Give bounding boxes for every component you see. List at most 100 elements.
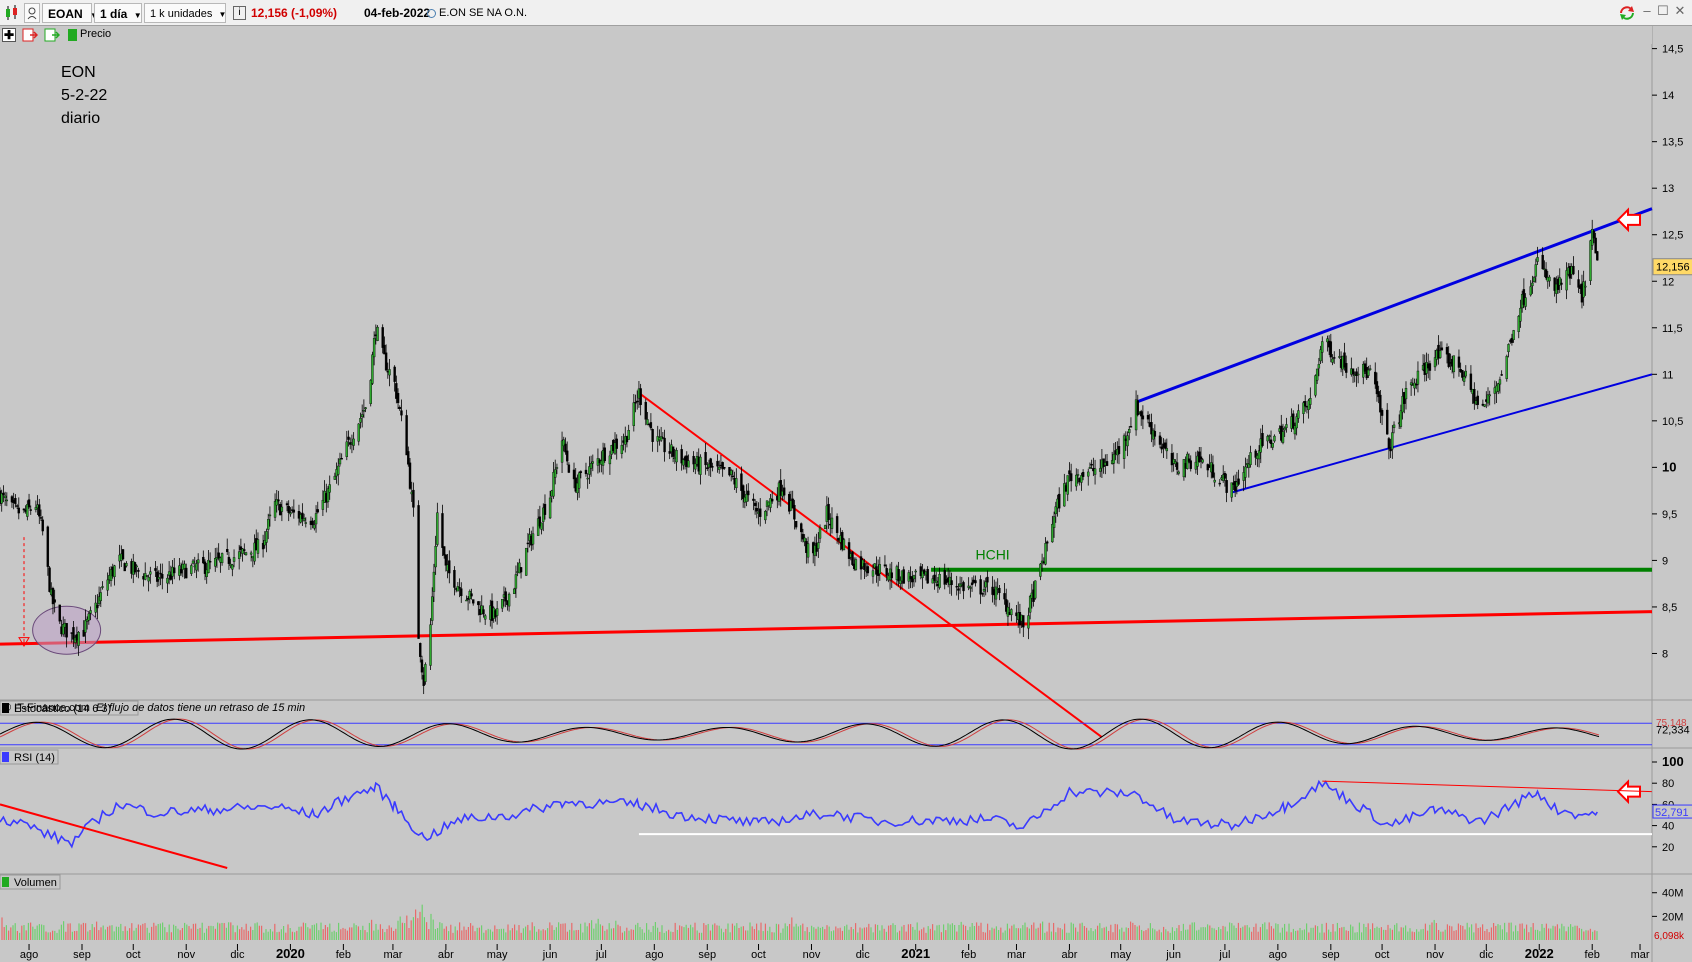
candle-body — [1321, 341, 1324, 353]
candle-body — [1199, 456, 1203, 460]
candle-body — [1415, 383, 1418, 386]
overlays-layer — [0, 207, 1653, 869]
trendline — [0, 610, 1653, 646]
candle-body — [1584, 285, 1587, 288]
candle-body — [412, 489, 415, 508]
candle-body — [1596, 251, 1599, 261]
candle-body — [526, 542, 530, 545]
y-tick-label: 9 — [1662, 555, 1668, 567]
instrument-selector-icon[interactable] — [24, 3, 40, 23]
candle-body — [39, 517, 43, 519]
candle-body — [1160, 446, 1163, 450]
y-tick-label: 10 — [1662, 459, 1676, 474]
candle-body — [974, 580, 977, 584]
candle-body — [827, 503, 830, 521]
refresh-icon[interactable] — [1618, 4, 1636, 22]
stochastic-line — [0, 718, 1600, 750]
candle-body — [275, 499, 278, 506]
candle-body — [1223, 473, 1227, 479]
candle-body — [261, 542, 265, 550]
candle-body — [121, 549, 125, 560]
export-red-icon[interactable] — [22, 28, 39, 42]
candle-body — [314, 513, 318, 525]
candle-body — [986, 576, 989, 583]
candle-body — [1128, 429, 1131, 434]
add-icon[interactable]: ✚ — [2, 28, 16, 42]
candle-body — [769, 498, 772, 508]
x-tick-label: sep — [1322, 949, 1340, 961]
export-green-icon[interactable] — [44, 28, 61, 42]
candle-body — [304, 522, 307, 524]
candle-body — [1377, 391, 1380, 398]
candle-chart-icon[interactable] — [4, 4, 20, 22]
minimize-icon[interactable]: – — [1643, 3, 1651, 18]
candle-body — [718, 466, 721, 470]
candle-body — [106, 579, 109, 591]
units-select[interactable]: 1 k unidades ▼ — [144, 3, 226, 23]
candle-body — [1158, 435, 1162, 445]
info-icon[interactable]: i — [233, 6, 246, 20]
candle-body — [1401, 396, 1404, 413]
copyright-source: © IT-Finance.com — [3, 702, 90, 714]
candle-body — [458, 587, 461, 589]
candle-body — [1440, 347, 1444, 351]
labels-layer: 8 8,5 9 9,5 10 10,5 11 11,5 12 12,5 13 13,5 14 14,5 ag… — [0, 44, 1692, 961]
candle-body — [779, 480, 782, 496]
candle-body — [396, 393, 400, 404]
candle-body — [603, 447, 606, 462]
candle-body — [1447, 353, 1450, 367]
candle-body — [268, 514, 272, 517]
candle-body — [448, 560, 451, 574]
candle-body — [53, 599, 56, 603]
candle-body — [267, 519, 270, 530]
interval-select[interactable]: 1 día ▼ — [94, 3, 142, 23]
candle-body — [1558, 277, 1561, 286]
candle-body — [752, 498, 755, 501]
volume-label-box[interactable] — [0, 874, 61, 890]
candle-body — [1068, 470, 1071, 475]
candle-body — [803, 537, 806, 542]
x-tick-label: ago — [645, 949, 663, 961]
candle-body — [1416, 370, 1420, 385]
candle-body — [289, 512, 292, 515]
x-tick-label: sep — [73, 949, 91, 961]
candle-body — [830, 517, 834, 529]
candle-body — [755, 508, 759, 512]
candle-body — [1230, 482, 1233, 498]
candle-body — [482, 609, 485, 615]
candle-body — [716, 460, 719, 467]
rsi-label-box[interactable] — [0, 749, 59, 765]
candle-body — [137, 569, 140, 572]
candle-body — [519, 567, 523, 573]
y-tick-label: 8,5 — [1662, 602, 1677, 614]
candle-body — [513, 588, 516, 594]
candle-body — [564, 443, 567, 453]
symbol-select[interactable]: EOAN ▼ — [42, 3, 98, 23]
rsi-tick-label: 20 — [1662, 842, 1674, 854]
close-icon[interactable]: ✕ — [1674, 3, 1686, 18]
candle-body — [1387, 438, 1391, 449]
candle-body — [161, 574, 164, 579]
stochastic-label-box[interactable] — [0, 700, 139, 716]
candle-body — [806, 543, 810, 558]
candle-body — [41, 519, 44, 532]
arrow-head-icon — [18, 637, 30, 648]
candle-body — [444, 554, 448, 566]
candle-body — [890, 572, 893, 579]
candle-body — [1582, 281, 1585, 298]
candle-body — [943, 570, 946, 585]
candle-body — [1544, 269, 1548, 279]
candle-body — [381, 327, 384, 348]
candle-body — [1351, 368, 1355, 375]
candle-body — [731, 475, 735, 478]
candle-body — [1517, 316, 1520, 332]
candle-body — [692, 455, 695, 465]
maximize-icon[interactable]: ☐ — [1657, 3, 1669, 18]
candle-body — [10, 496, 14, 503]
candle-body — [1136, 400, 1139, 416]
candle-body — [501, 598, 504, 609]
candle-body — [793, 505, 796, 520]
candle-body — [183, 563, 186, 569]
price-legend-label[interactable]: Precio — [80, 28, 112, 40]
